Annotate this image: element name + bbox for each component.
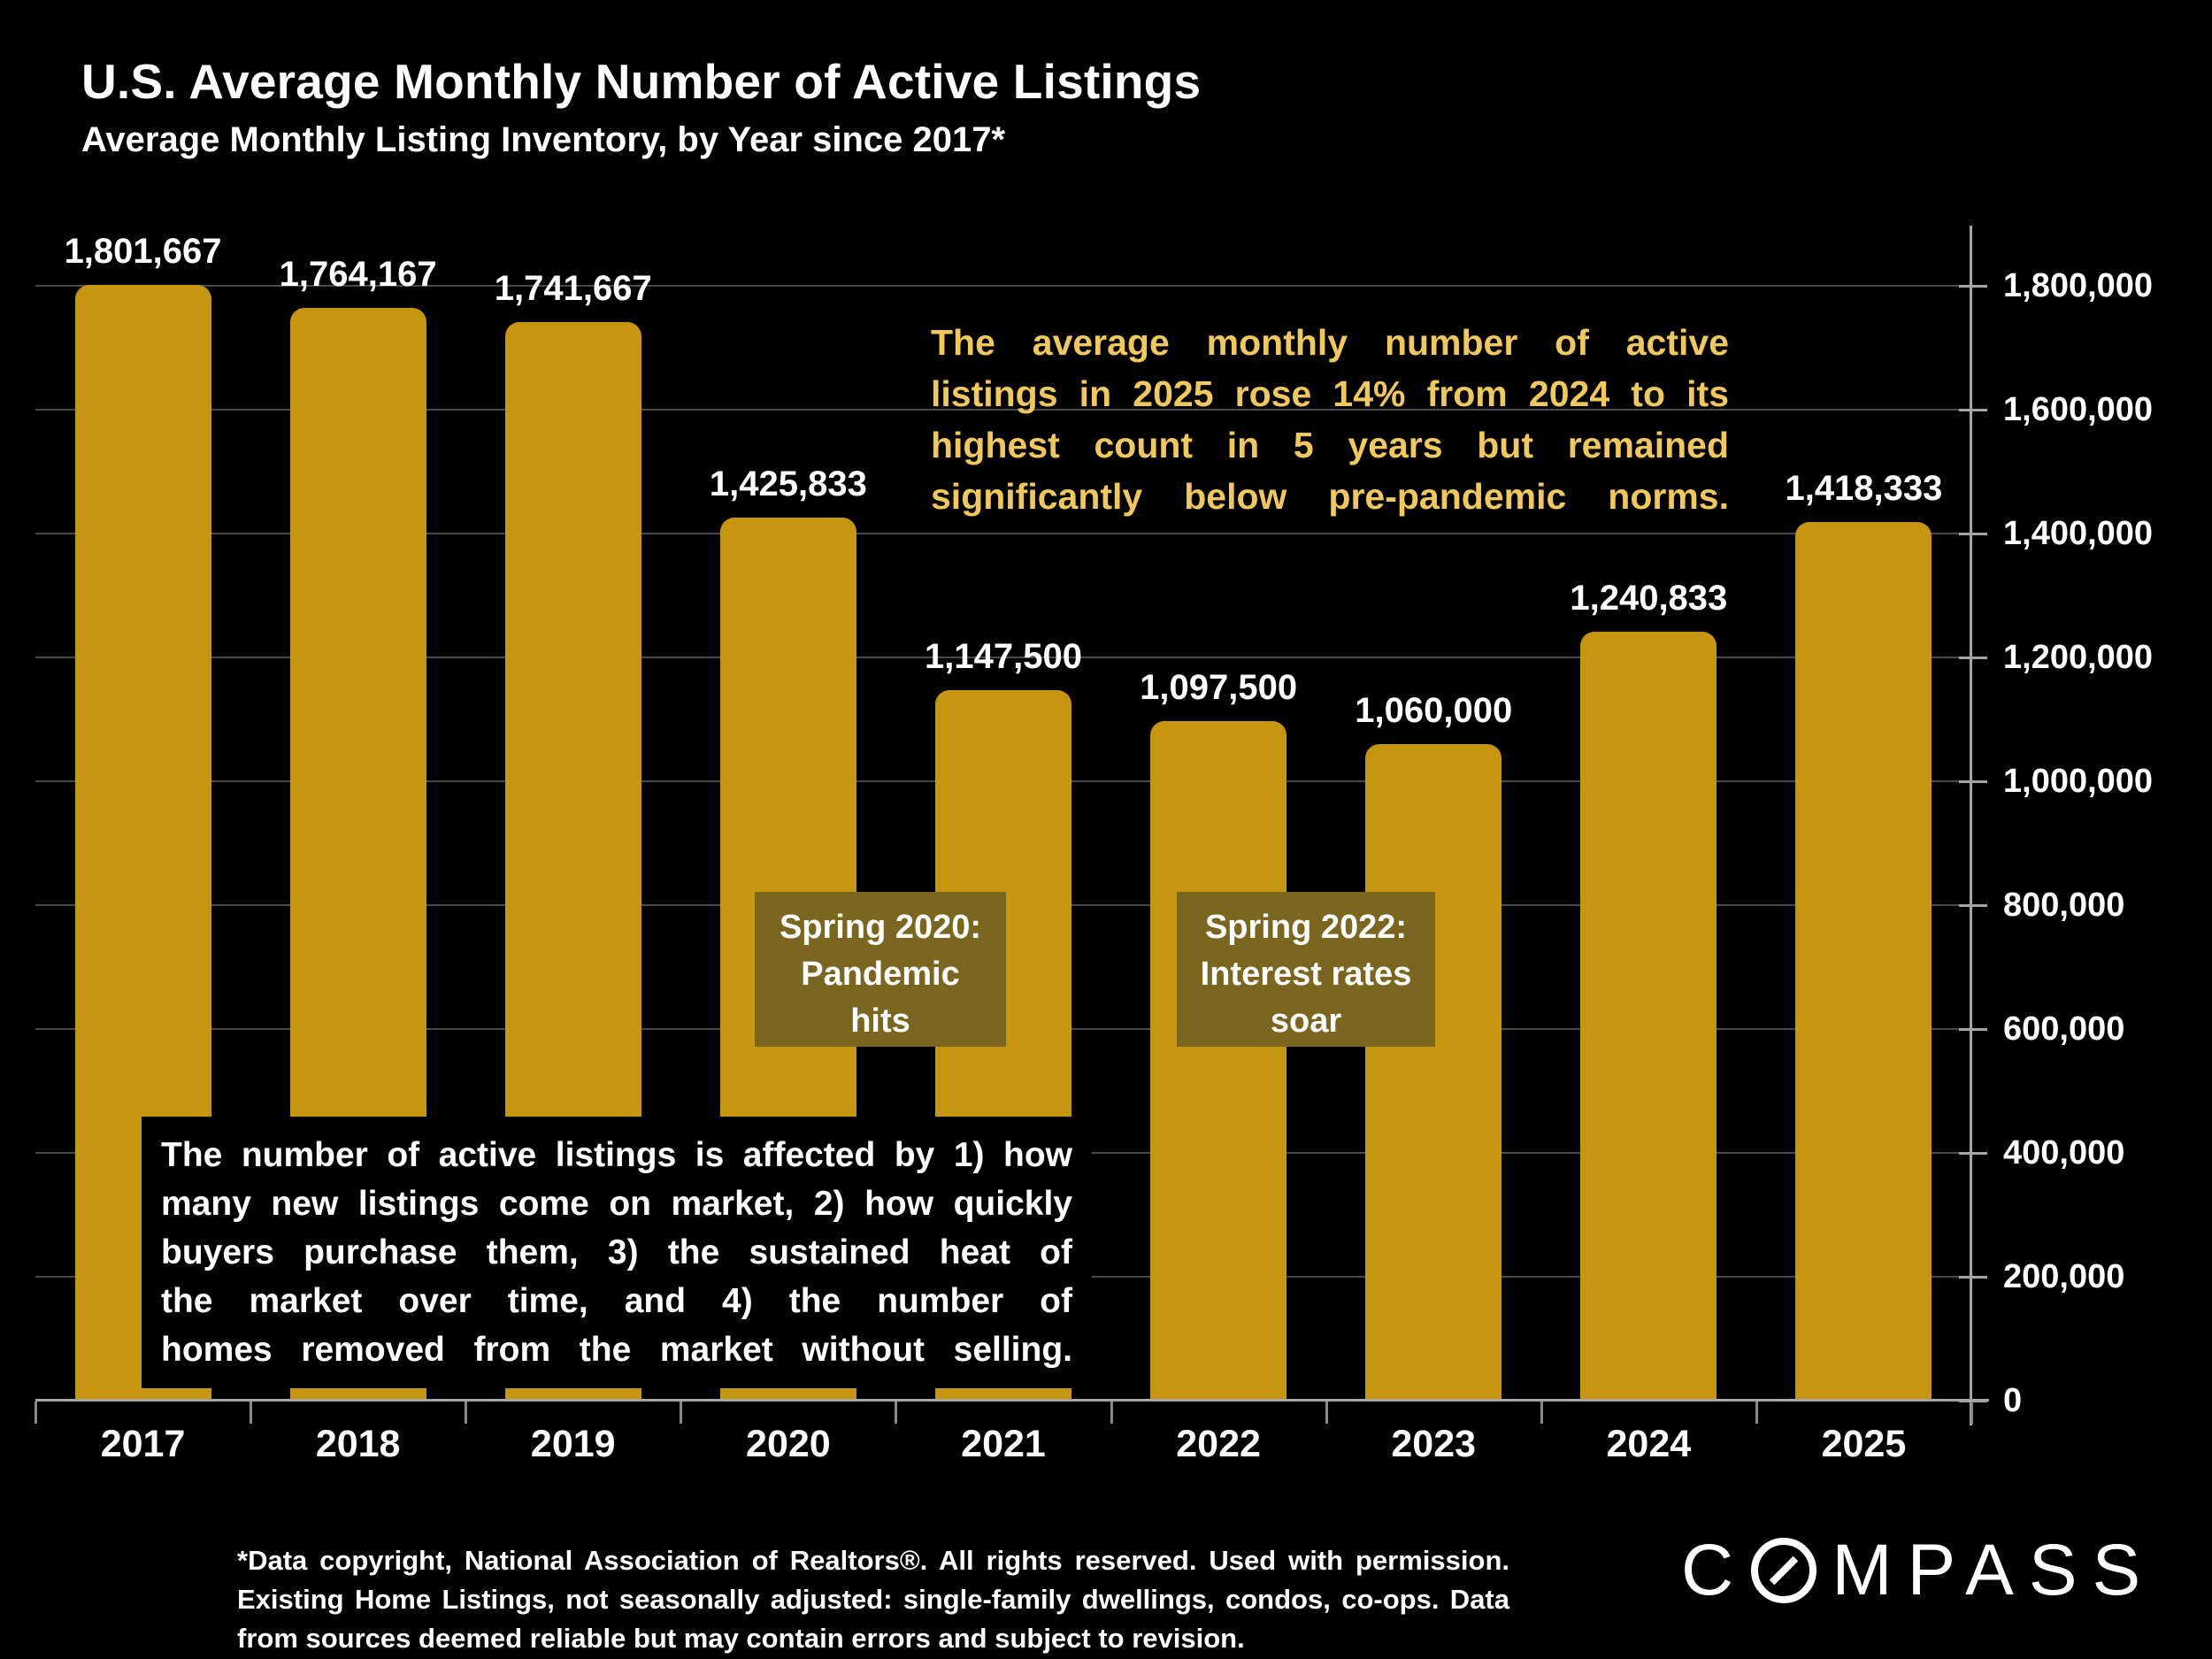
highlight-note-line: listings in 2025 rose 14% from 2024 to i… bbox=[931, 373, 1729, 414]
event-box-line: Pandemic bbox=[801, 956, 960, 993]
bar bbox=[1365, 744, 1502, 1401]
bar-value-label: 1,425,833 bbox=[709, 464, 867, 503]
event-box-line: Spring 2022: bbox=[1204, 909, 1408, 946]
explainer-line: homes removed from the market without se… bbox=[161, 1331, 1072, 1369]
y-axis-tick-label: 400,000 bbox=[2003, 1134, 2125, 1171]
explainer-line: The number of active listings is affecte… bbox=[161, 1136, 1072, 1174]
bar-value-label: 1,801,667 bbox=[64, 231, 222, 271]
y-axis-tick bbox=[1959, 409, 1987, 411]
x-axis-label: 2022 bbox=[1176, 1423, 1261, 1465]
footnote-line: *Data copyright, National Association of… bbox=[237, 1545, 1509, 1576]
compass-logo: C MPASS bbox=[1681, 1529, 2155, 1612]
bar bbox=[1150, 720, 1287, 1401]
x-axis-tick bbox=[1970, 1402, 1973, 1424]
bar-value-label: 1,741,667 bbox=[494, 268, 652, 308]
x-axis-label: 2024 bbox=[1606, 1423, 1692, 1465]
x-axis-label: 2018 bbox=[315, 1423, 401, 1465]
event-box-line: Spring 2020: bbox=[779, 909, 982, 946]
bar-value-label: 1,097,500 bbox=[1140, 667, 1298, 707]
compass-needle-icon bbox=[1751, 1538, 1817, 1603]
y-axis-tick-label: 800,000 bbox=[2003, 887, 2125, 924]
y-axis-tick-label: 200,000 bbox=[2003, 1258, 2125, 1295]
x-axis-label: 2021 bbox=[961, 1423, 1046, 1465]
bar-value-label: 1,764,167 bbox=[279, 255, 437, 295]
footnote: *Data copyright, National Association of… bbox=[237, 1541, 1509, 1658]
y-axis-tick bbox=[1959, 1152, 1987, 1155]
explainer-line: many new listings come on market, 2) how… bbox=[161, 1185, 1072, 1223]
gridline bbox=[35, 409, 1971, 411]
event-box-spring-2022: Spring 2022: Interest rates soar bbox=[1177, 892, 1435, 1047]
x-axis-tick bbox=[895, 1402, 898, 1424]
y-axis-line bbox=[1970, 226, 1972, 1425]
x-axis-tick bbox=[465, 1402, 468, 1424]
y-axis-tick bbox=[1959, 1028, 1987, 1031]
x-axis-tick bbox=[1325, 1402, 1328, 1424]
y-axis-tick bbox=[1959, 780, 1987, 783]
gridline bbox=[35, 657, 1971, 658]
bar bbox=[1580, 632, 1717, 1401]
logo-letter-c: C bbox=[1681, 1530, 1749, 1610]
x-axis-tick bbox=[250, 1402, 253, 1424]
footnote-line: Existing Home Listings, not seasonally a… bbox=[237, 1584, 1509, 1615]
x-axis-tick bbox=[1540, 1402, 1543, 1424]
x-axis-tick bbox=[680, 1402, 683, 1424]
explainer-line: the market over time, and 4) the number … bbox=[161, 1282, 1072, 1320]
y-axis-tick-label: 600,000 bbox=[2003, 1010, 2125, 1048]
y-axis-tick bbox=[1959, 657, 1987, 659]
y-axis-tick-label: 1,800,000 bbox=[2003, 267, 2154, 304]
y-axis-tick bbox=[1959, 1276, 1987, 1279]
x-axis-label: 2023 bbox=[1391, 1423, 1477, 1465]
explainer-line: buyers purchase them, 3) the sustained h… bbox=[161, 1233, 1072, 1271]
y-axis-tick-label: 1,600,000 bbox=[2003, 391, 2154, 428]
bar-value-label: 1,240,833 bbox=[1570, 579, 1728, 618]
y-axis-tick bbox=[1959, 285, 1987, 288]
y-axis-tick-label: 0 bbox=[2003, 1382, 2023, 1419]
x-axis-line bbox=[35, 1399, 1989, 1402]
y-axis-tick-label: 1,000,000 bbox=[2003, 763, 2154, 800]
explainer-box: The number of active listings is affecte… bbox=[142, 1117, 1092, 1388]
bar-value-label: 1,147,500 bbox=[925, 636, 1082, 676]
bar-value-label: 1,060,000 bbox=[1355, 691, 1513, 730]
event-box-line: hits bbox=[850, 1002, 910, 1040]
x-axis-label: 2017 bbox=[100, 1423, 186, 1465]
event-box-spring-2020: Spring 2020: Pandemic hits bbox=[755, 892, 1006, 1047]
highlight-note-line: The average monthly number of active bbox=[931, 322, 1729, 363]
highlight-note: The average monthly number of active lis… bbox=[931, 317, 1729, 522]
y-axis-tick bbox=[1959, 904, 1987, 907]
highlight-note-line: significantly below pre-pandemic norms. bbox=[931, 476, 1729, 517]
x-axis-tick bbox=[1110, 1402, 1113, 1424]
page-title: U.S. Average Monthly Number of Active Li… bbox=[81, 54, 1202, 109]
x-axis-label: 2025 bbox=[1821, 1423, 1907, 1465]
footnote-line: from sources deemed reliable but may con… bbox=[237, 1623, 1245, 1654]
x-axis-tick bbox=[1755, 1402, 1758, 1424]
y-axis-tick bbox=[1959, 533, 1987, 535]
y-axis-tick bbox=[1959, 1400, 1987, 1402]
event-box-line: Interest rates bbox=[1200, 956, 1412, 993]
x-axis-tick bbox=[35, 1402, 37, 1424]
page-subtitle: Average Monthly Listing Inventory, by Ye… bbox=[81, 120, 1006, 159]
gridline bbox=[35, 285, 1971, 287]
event-box-line: soar bbox=[1270, 1002, 1342, 1040]
x-axis-label: 2020 bbox=[746, 1423, 831, 1465]
gridline bbox=[35, 533, 1971, 534]
bar bbox=[1795, 522, 1932, 1401]
y-axis-tick-label: 1,400,000 bbox=[2003, 515, 2154, 552]
y-axis-tick-label: 1,200,000 bbox=[2003, 639, 2154, 676]
highlight-note-line: highest count in 5 years but remained bbox=[931, 425, 1729, 465]
logo-letters-mpass: MPASS bbox=[1832, 1530, 2156, 1610]
bar-value-label: 1,418,333 bbox=[1785, 469, 1943, 509]
x-axis-label: 2019 bbox=[530, 1423, 616, 1465]
